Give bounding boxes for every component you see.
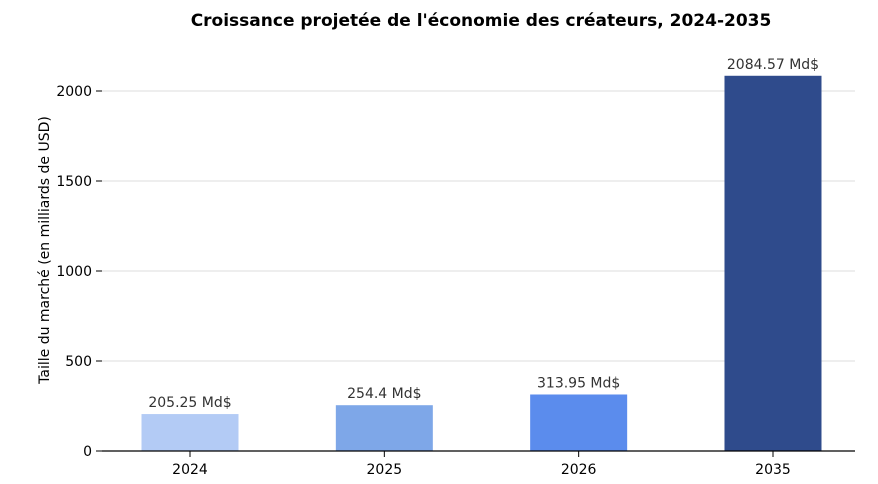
x-tick-label-2026: 2026	[561, 462, 597, 478]
data-label-2026: 313.95 Md$	[537, 375, 620, 391]
y-tick-label: 2000	[56, 84, 92, 100]
y-tick-label: 0	[83, 444, 92, 460]
bar-2024	[141, 414, 239, 451]
bar-2026	[530, 394, 628, 451]
bar-2035	[724, 75, 822, 451]
y-tick-label: 500	[65, 354, 92, 370]
bars	[141, 75, 822, 451]
x-tick-label-2035: 2035	[755, 462, 791, 478]
y-tick-label: 1500	[56, 174, 92, 190]
chart-title: Croissance projetée de l'économie des cr…	[191, 11, 772, 31]
data-label-2024: 205.25 Md$	[148, 395, 231, 411]
bar-2025	[335, 405, 433, 451]
y-axis-label: Taille du marché (en milliards de USD)	[37, 116, 53, 385]
data-labels: 205.25 Md$ 254.4 Md$ 313.95 Md$ 2084.57 Md$	[148, 57, 819, 411]
data-label-2025: 254.4 Md$	[347, 386, 421, 402]
axes: 0 500 1000 1500 2000 2024 2025 2026 2035	[56, 84, 855, 478]
x-tick-label-2025: 2025	[367, 462, 403, 478]
x-tick-label-2024: 2024	[172, 462, 208, 478]
y-tick-label: 1000	[56, 264, 92, 280]
data-label-2035: 2084.57 Md$	[727, 57, 819, 73]
